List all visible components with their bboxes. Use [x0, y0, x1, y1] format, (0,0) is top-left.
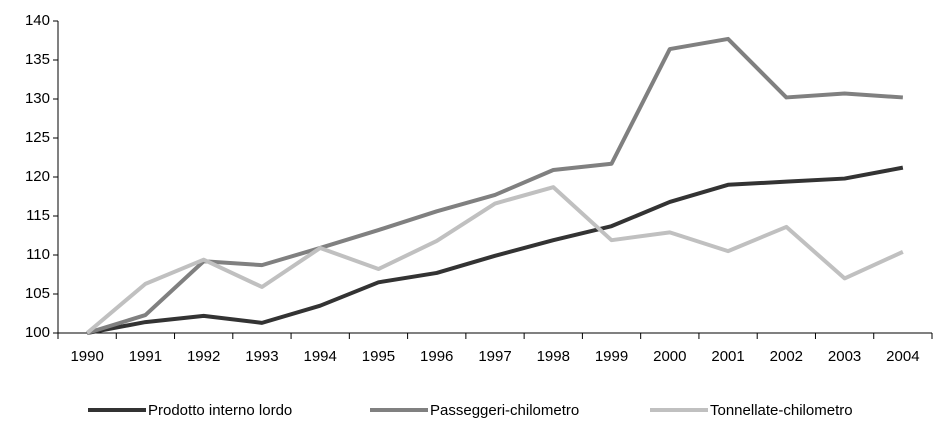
x-tick-label: 1998 [537, 348, 570, 365]
legend-label: Passeggeri-chilometro [430, 402, 579, 419]
x-tick-label: 2002 [770, 348, 803, 365]
x-tick-label: 2003 [828, 348, 861, 365]
y-tick-label: 140 [25, 12, 50, 29]
x-tick-label: 1990 [70, 348, 103, 365]
legend-label: Prodotto interno lordo [148, 402, 292, 419]
x-tick-label: 2004 [886, 348, 919, 365]
x-tick-label: 2001 [711, 348, 744, 365]
y-tick-label: 130 [25, 90, 50, 107]
y-tick-label: 105 [25, 285, 50, 302]
series-line [86, 165, 904, 335]
x-tick-label: 1996 [420, 348, 453, 365]
x-tick-label: 1991 [129, 348, 162, 365]
y-tick-label: 100 [25, 324, 50, 341]
y-tick-label: 115 [26, 207, 50, 224]
x-tick-label: 2000 [653, 348, 686, 365]
y-tick-label: 120 [25, 168, 50, 185]
series-line [85, 185, 904, 335]
x-tick-label: 1997 [478, 348, 511, 365]
x-tick-label: 1993 [245, 348, 278, 365]
y-tick-label: 110 [26, 246, 50, 263]
y-tick-label: 125 [25, 129, 50, 146]
x-tick-label: 1999 [595, 348, 628, 365]
y-tick-label: 135 [25, 51, 50, 68]
series-line [86, 36, 904, 335]
legend-label: Tonnellate-chilometro [710, 402, 853, 419]
x-tick-label: 1992 [187, 348, 220, 365]
x-tick-label: 1994 [304, 348, 337, 365]
x-tick-label: 1995 [362, 348, 395, 365]
